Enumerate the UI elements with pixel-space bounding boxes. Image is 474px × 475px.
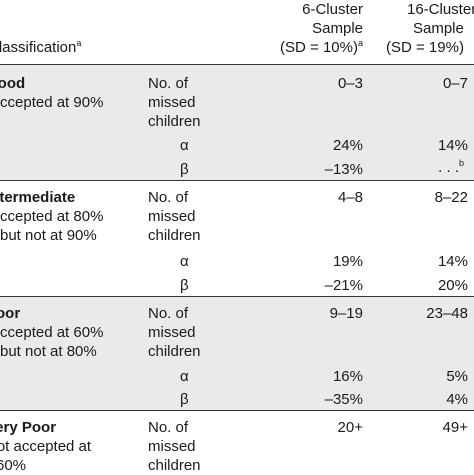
missed-6-cell: 4–8 <box>337 189 363 206</box>
group-desc: but not at 90% <box>0 227 97 244</box>
metric-label: missed <box>148 324 196 341</box>
group-rule <box>0 180 474 181</box>
col-16-header-line1: 16-Cluster <box>407 1 474 18</box>
header-rule <box>0 64 474 65</box>
beta-16-cell: . . .b <box>438 158 464 177</box>
beta-symbol: β <box>180 277 189 294</box>
col-16-header-line3: (SD = 19%) <box>386 39 464 56</box>
metric-label: No. of <box>148 75 189 92</box>
missed-16-cell: 49+ <box>442 419 468 436</box>
beta-symbol: β <box>180 161 189 178</box>
group-desc: Accepted at 80% <box>0 208 104 225</box>
col-16-header-line2: Sample <box>413 20 464 37</box>
group-rule <box>0 296 474 297</box>
alpha-16-cell: 5% <box>446 368 468 385</box>
metric-label: children <box>148 113 201 130</box>
metric-label: missed <box>148 208 196 225</box>
beta-6-cell: –13% <box>324 161 363 178</box>
col-6-header-line1: 6-Cluster <box>302 1 363 18</box>
alpha-6-cell: 16% <box>332 368 363 385</box>
group-title: Very Poor <box>0 419 57 436</box>
beta-6-cell: –35% <box>324 391 363 408</box>
alpha-symbol: α <box>180 137 189 154</box>
group-desc: Accepted at 90% <box>0 94 104 111</box>
group-rule <box>0 410 474 411</box>
col-6-header-line3: (SD = 10%)a <box>280 38 363 57</box>
col-6-header-line2: Sample <box>312 20 363 37</box>
missed-16-cell: 8–22 <box>434 189 468 206</box>
alpha-symbol: α <box>180 368 189 385</box>
metric-label: children <box>148 457 201 474</box>
missed-6-cell: 0–3 <box>337 75 363 92</box>
group-title: Intermediate <box>0 189 76 206</box>
metric-label: No. of <box>148 419 189 436</box>
alpha-16-cell: 14% <box>437 253 468 270</box>
alpha-symbol: α <box>180 253 189 270</box>
alpha-16-cell: 14% <box>437 137 468 154</box>
missed-6-cell: 9–19 <box>329 305 363 322</box>
missed-16-cell: 0–7 <box>442 75 468 92</box>
beta-6-cell: –21% <box>324 277 363 294</box>
group-title: Good <box>0 75 26 92</box>
beta-16-cell: 4% <box>446 391 468 408</box>
group-desc: but not at 80% <box>0 343 97 360</box>
beta-symbol: β <box>180 391 189 408</box>
metric-label: No. of <box>148 305 189 322</box>
group-title: Poor <box>0 305 21 322</box>
missed-16-cell: 23–48 <box>426 305 468 322</box>
group-poor-band <box>0 297 474 410</box>
metric-label: missed <box>148 94 196 111</box>
beta-16-cell: 20% <box>437 277 468 294</box>
group-good-band <box>0 65 474 180</box>
missed-6-cell: 20+ <box>337 419 363 436</box>
alpha-6-cell: 19% <box>332 253 363 270</box>
metric-label: missed <box>148 438 196 455</box>
group-desc: Accepted at 60% <box>0 324 104 341</box>
classification-header: Classificationa <box>0 38 82 57</box>
metric-label: No. of <box>148 189 189 206</box>
group-desc: Not accepted at <box>0 438 92 455</box>
group-desc: 60% <box>0 457 27 474</box>
alpha-6-cell: 24% <box>332 137 363 154</box>
metric-label: children <box>148 343 201 360</box>
metric-label: children <box>148 227 201 244</box>
